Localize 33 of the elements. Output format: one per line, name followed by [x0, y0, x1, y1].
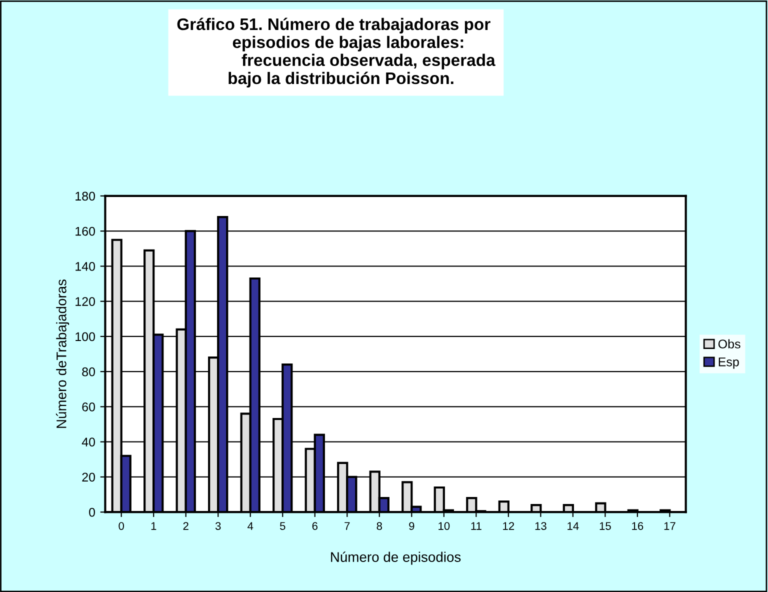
x-tick-label: 4 — [248, 522, 254, 530]
x-tick-label: 12 — [503, 522, 514, 530]
y-axis-title: Número deTrabajadoras — [56, 280, 70, 428]
x-tick-label: 17 — [664, 522, 676, 530]
y-tick-label: 160 — [76, 226, 96, 236]
x-tick-label: 7 — [344, 522, 350, 530]
y-tick-label: 80 — [82, 367, 96, 376]
x-tick-label: 11 — [471, 522, 482, 530]
legend-label: Obs — [718, 339, 740, 348]
x-tick-label: 2 — [183, 522, 188, 530]
x-axis-title: Número de episodios — [331, 552, 461, 565]
x-tick-label: 5 — [280, 522, 286, 530]
y-tick-label: 20 — [82, 472, 96, 482]
x-tick-label: 14 — [568, 522, 579, 530]
x-tick-label: 13 — [535, 522, 546, 530]
x-tick-label: 15 — [600, 522, 611, 530]
y-tick-label: 0 — [89, 508, 96, 517]
x-tick-label: 16 — [632, 522, 644, 530]
y-tick-label: 180 — [76, 192, 96, 201]
x-tick-label: 9 — [409, 522, 414, 530]
x-tick-label: 10 — [438, 522, 450, 530]
x-tick-label: 1 — [151, 522, 156, 530]
legend-label: Esp — [718, 358, 739, 369]
y-tick-label: 40 — [82, 438, 96, 446]
y-tick-label: 100 — [76, 332, 96, 342]
x-tick-label: 0 — [118, 522, 124, 530]
y-tick-label: 120 — [76, 297, 96, 306]
y-tick-label: 60 — [82, 402, 96, 412]
chart-title: Gráfico 51. Número de trabajadoras por episodios de bajas laborales: frecuencia observada, esperada bajo la distribución Poisson. — [177, 18, 496, 88]
x-tick-label: 3 — [215, 522, 221, 530]
y-tick-label: 140 — [76, 262, 96, 271]
x-tick-label: 6 — [312, 522, 318, 530]
x-tick-label: 8 — [376, 522, 382, 530]
